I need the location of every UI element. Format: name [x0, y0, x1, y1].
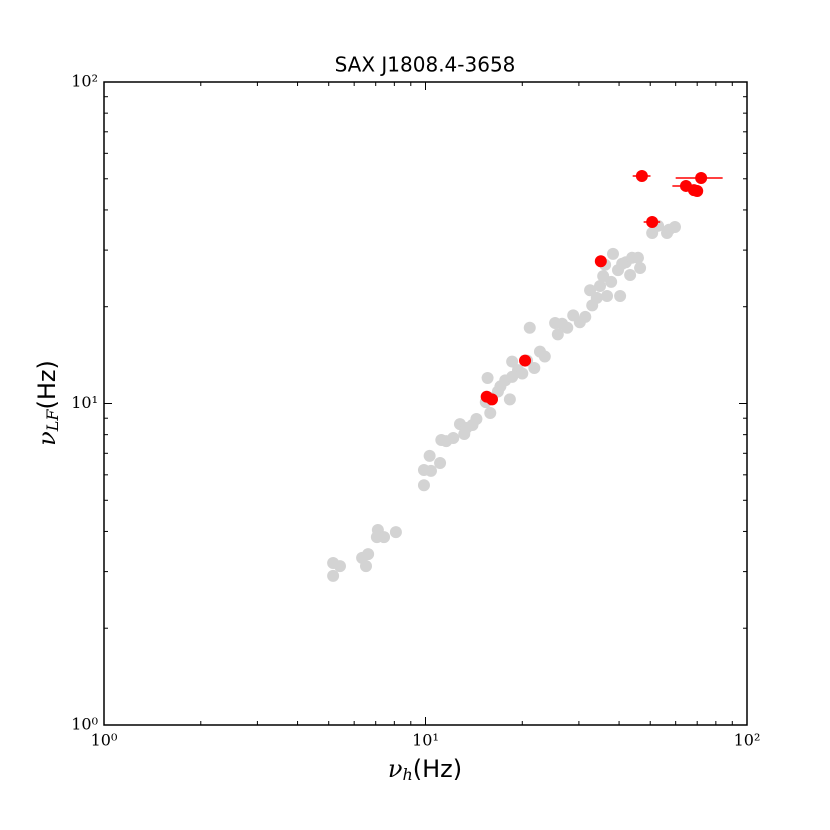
x-label-symbol: ν: [388, 755, 403, 783]
x-axis-label: νh(Hz): [388, 755, 462, 784]
x-label-unit: (Hz): [413, 755, 462, 783]
point: [484, 407, 497, 420]
point: [605, 275, 618, 288]
y-label-subscript: LF: [43, 409, 62, 433]
y-axis-label: νLF(Hz): [33, 360, 62, 446]
point: [579, 310, 592, 323]
point: [506, 355, 519, 368]
point: [481, 372, 494, 385]
point: [327, 569, 340, 582]
point: [561, 321, 574, 334]
point: [663, 223, 676, 236]
point: [594, 255, 607, 268]
x-label-subscript: h: [402, 765, 412, 784]
y-label-unit: (Hz): [33, 360, 61, 409]
point: [590, 291, 603, 304]
plot-frame: [103, 81, 748, 726]
point: [417, 479, 430, 492]
point: [614, 289, 627, 302]
point: [447, 432, 460, 445]
point: [378, 531, 391, 544]
point: [606, 247, 619, 260]
point: [601, 289, 614, 302]
point: [631, 251, 644, 264]
point: [691, 185, 704, 198]
x-tick-label: 10¹: [412, 731, 439, 750]
point: [551, 328, 564, 341]
point: [333, 560, 346, 573]
x-tick-label: 10⁰: [91, 731, 118, 750]
point: [516, 367, 529, 380]
point: [424, 464, 437, 477]
point: [362, 548, 375, 561]
point: [634, 261, 647, 274]
point: [523, 321, 536, 334]
y-tick-label: 10²: [71, 72, 98, 91]
x-tick-label: 10²: [734, 731, 761, 750]
point: [594, 279, 607, 292]
point: [519, 354, 532, 367]
point: [389, 526, 402, 539]
point: [359, 560, 372, 573]
point: [538, 350, 551, 363]
point: [624, 269, 637, 282]
y-tick-label: 10¹: [71, 393, 98, 412]
point: [423, 449, 436, 462]
point: [434, 457, 447, 470]
point: [646, 215, 659, 228]
chart-title: SAX J1808.4-3658: [335, 53, 516, 77]
point: [503, 393, 516, 406]
point: [485, 393, 498, 406]
point: [695, 171, 708, 184]
y-tick-label: 10⁰: [71, 715, 98, 734]
y-label-symbol: ν: [33, 431, 61, 446]
point: [470, 412, 483, 425]
point: [528, 361, 541, 374]
point: [635, 170, 648, 183]
